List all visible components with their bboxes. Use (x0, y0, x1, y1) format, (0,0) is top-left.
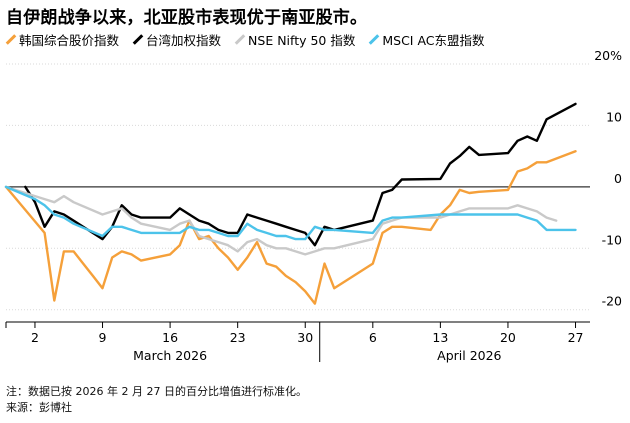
x-tick-label-5: 6 (369, 330, 377, 345)
x-axis: 2 9 16 23 30 6 13 20 27 March 2026 April 2026 (5, 321, 590, 363)
gridlines (6, 63, 590, 311)
series-line-kospi (4, 149, 577, 305)
chart-footer: 注：数据已按 2026 年 2 月 27 日的百分比增值进行标准化。 来源：彭博… (6, 384, 307, 416)
footnote: 注：数据已按 2026 年 2 月 27 日的百分比增值进行标准化。 (6, 385, 307, 398)
y-tick-label-1: 10 (606, 109, 622, 124)
x-tick-label-6: 13 (432, 330, 448, 345)
series-lines (4, 102, 577, 305)
legend-item-nifty: NSE Nifty 50 指数 (235, 30, 355, 49)
y-axis: 20% 10 0 -10 -20 (594, 48, 622, 309)
month-label-0: March 2026 (133, 348, 207, 363)
y-tick-label-0: 20% (594, 48, 622, 63)
legend-item-taiex: 台湾加权指数 (133, 30, 221, 49)
legend-label-kospi: 韩国综合股价指数 (19, 32, 120, 48)
x-tick-label-3: 23 (230, 330, 246, 345)
legend-item-kospi: 韩国综合股价指数 (6, 30, 119, 49)
chart-title: 自伊朗战争以来，北亚股市表现优于南亚股市。 (6, 8, 368, 28)
legend-label-asean: MSCI AC东盟指数 (382, 32, 485, 48)
y-tick-label-4: -20 (602, 294, 622, 309)
x-tick-label-1: 9 (99, 330, 107, 345)
y-tick-label-2: 0 (614, 171, 622, 186)
chart-legend: 韩国综合股价指数 台湾加权指数 NSE Nifty 50 指数 MSCI AC东… (6, 30, 499, 48)
legend-item-asean: MSCI AC东盟指数 (369, 30, 484, 49)
series-line-taiex (24, 102, 577, 247)
series-line-asean (4, 185, 577, 241)
x-tick-label-4: 30 (297, 330, 313, 345)
line-chart: 20% 10 0 -10 -20 2 9 16 23 30 6 13 20 27 March 2026 Ap… (4, 48, 622, 363)
source-note: 来源：彭博社 (6, 401, 72, 414)
y-tick-label-3: -10 (602, 232, 622, 247)
month-label-1: April 2026 (437, 348, 501, 363)
x-tick-label-7: 20 (500, 330, 516, 345)
x-tick-label-0: 2 (31, 330, 39, 345)
legend-label-taiex: 台湾加权指数 (146, 32, 222, 48)
x-tick-label-2: 16 (162, 330, 178, 345)
series-line-nifty (4, 185, 558, 256)
x-tick-label-8: 27 (568, 330, 584, 345)
legend-label-nifty: NSE Nifty 50 指数 (248, 32, 356, 48)
